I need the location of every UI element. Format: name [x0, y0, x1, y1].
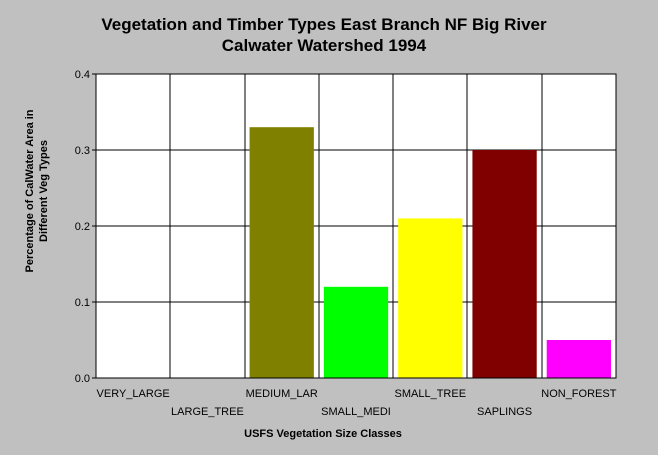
x-tick-label: VERY_LARGE	[97, 388, 170, 400]
y-axis-ticks: 0.0 0.1 0.2 0.3 0.4	[75, 69, 96, 385]
x-tick-label: LARGE_TREE	[171, 406, 244, 418]
bar-medium-lar	[249, 127, 314, 378]
y-tick-label: 0.4	[75, 69, 90, 81]
x-tick-label: SAPLINGS	[477, 406, 532, 418]
x-tick-label: SMALL_MEDI	[321, 406, 391, 418]
y-tick-label: 0.2	[75, 221, 90, 233]
gridlines	[96, 74, 616, 378]
bars	[249, 127, 611, 378]
x-axis-ticks: VERY_LARGELARGE_TREEMEDIUM_LARSMALL_MEDI…	[97, 388, 617, 418]
y-tick-label: 0.1	[75, 297, 90, 309]
bar-non-forest	[546, 340, 611, 378]
x-axis-title: USFS Vegetation Size Classes	[244, 428, 402, 440]
bar-saplings	[472, 150, 537, 378]
bar-small-medi	[323, 286, 389, 378]
y-axis-title-line2: Different Veg Types	[38, 140, 50, 242]
y-tick-label: 0.0	[75, 373, 90, 385]
bar-small-tree	[398, 218, 463, 378]
y-axis-title-line1: Percentage of CalWater Area in	[24, 109, 36, 272]
chart-title: Vegetation and Timber Types East Branch …	[101, 15, 547, 34]
y-tick-label: 0.3	[75, 145, 90, 157]
x-tick-label: MEDIUM_LAR	[246, 388, 318, 400]
x-tick-label: NON_FOREST	[541, 388, 616, 400]
x-tick-label: SMALL_TREE	[395, 388, 467, 400]
chart-subtitle: Calwater Watershed 1994	[222, 36, 427, 55]
